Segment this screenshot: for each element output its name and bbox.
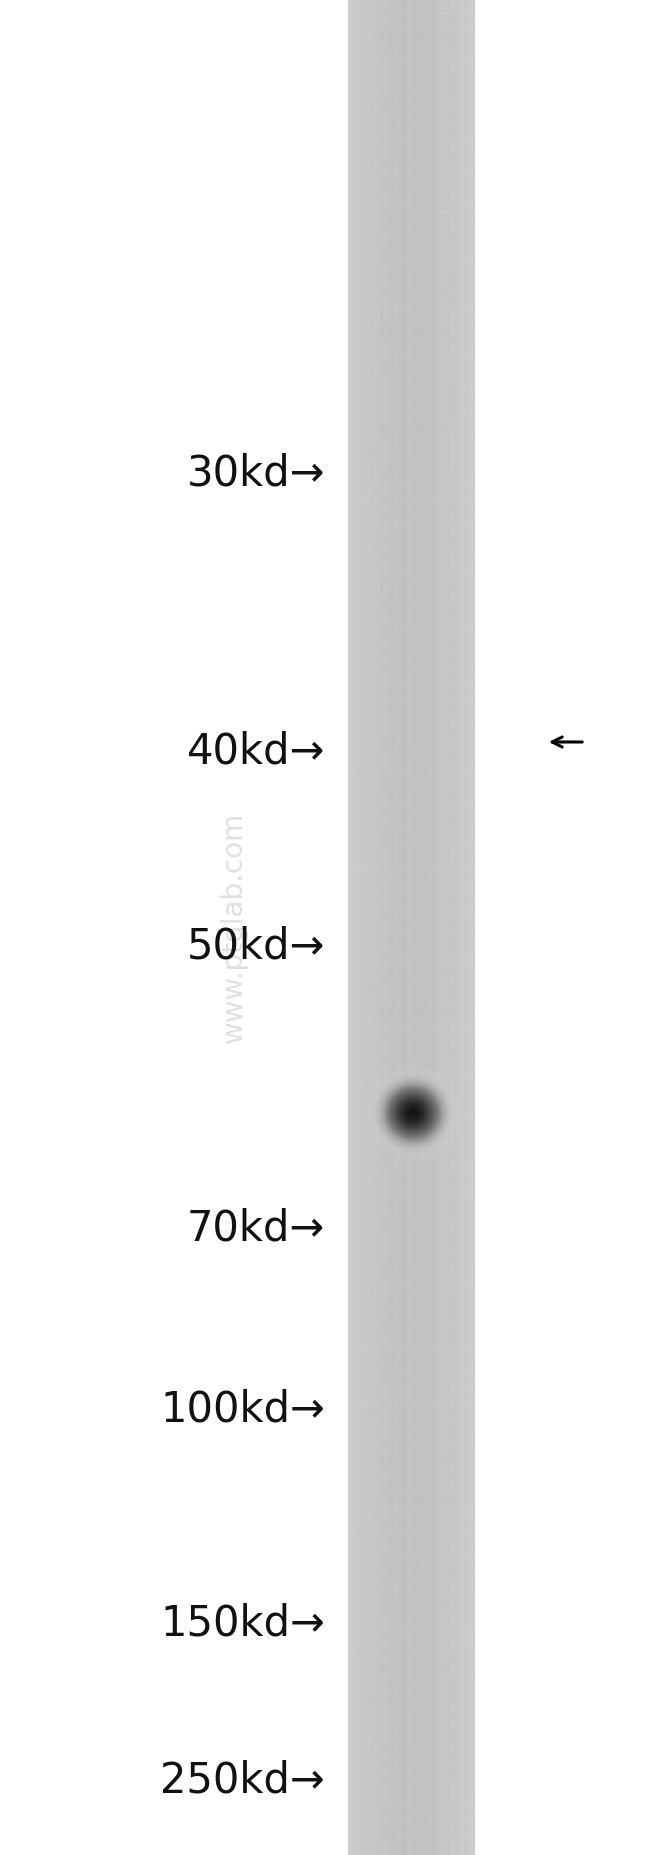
Text: 50kd→: 50kd→: [187, 926, 325, 966]
Text: 250kd→: 250kd→: [161, 1760, 325, 1801]
Text: 150kd→: 150kd→: [160, 1603, 325, 1644]
Text: 70kd→: 70kd→: [187, 1208, 325, 1248]
Text: www.ptglab.com: www.ptglab.com: [220, 812, 248, 1043]
Text: 100kd→: 100kd→: [160, 1389, 325, 1430]
Text: 30kd→: 30kd→: [187, 453, 325, 493]
Text: 40kd→: 40kd→: [187, 731, 325, 772]
